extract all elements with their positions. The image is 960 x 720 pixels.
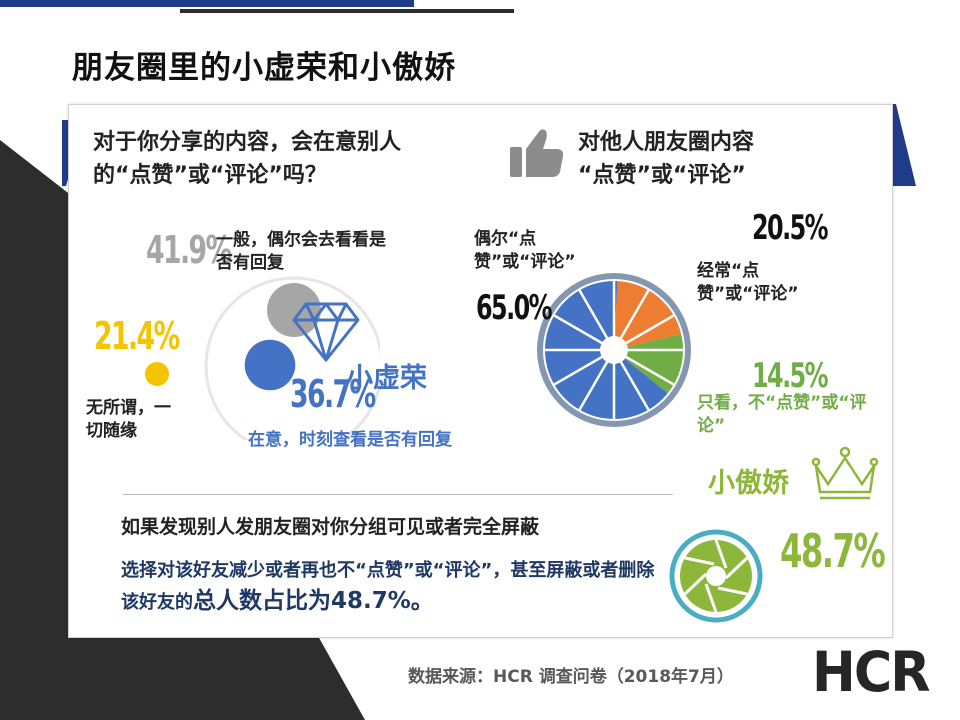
vanity-tag: 小虚荣 [346, 363, 427, 394]
thumbs-up-icon [510, 129, 564, 177]
pct-label-often-like: 20.5% [752, 208, 829, 248]
bottom-body: 选择对该好友减少或者再也不“点赞”或“评论”，甚至屏蔽或者删除该好友的总人数占比… [121, 556, 661, 618]
left-dark-shape [0, 140, 72, 720]
right-question-line1: 对他人朋友圈内容 [578, 130, 755, 155]
pct-label-only-watch: 14.5% [752, 356, 829, 396]
bubble-chart [145, 276, 380, 440]
pie-chart [537, 273, 691, 427]
page-title: 朋友圈里的小虚荣和小傲娇 [72, 50, 456, 86]
left-question: 对于你分享的内容，会在意别人的“点赞”或“评论”吗？ [93, 130, 402, 188]
pct-label-care: 36.7% [290, 372, 376, 416]
pct-label-indifferent: 21.4% [94, 314, 180, 358]
bubble-blue [244, 339, 296, 391]
label-occasional: 一般，偶尔会去看看是否有回复 [216, 230, 386, 273]
aperture-icon [669, 529, 763, 623]
bottom-body-prefix: 选择对该好友减少或者再也不“点赞”或“评论”，甚至屏蔽或者删除该好友的 [121, 560, 655, 613]
label-only-watch: 只看，不“点赞”或“评论” [697, 393, 867, 436]
bottom-body-emphasis: 总人数占比为48.7%。 [193, 588, 434, 614]
top-dark-bar [180, 9, 514, 13]
bubble-gray [267, 283, 321, 337]
crown-icon [811, 446, 879, 500]
label-occasional-like: 偶尔“点赞”或“评论” [474, 229, 576, 272]
label-often-like: 经常“点赞”或“评论” [697, 261, 799, 304]
arrogance-tag: 小傲娇 [708, 468, 789, 499]
pie-center [600, 336, 628, 364]
pct-label-occasional: 41.9% [146, 228, 232, 272]
pie-slice-1 [614, 281, 682, 350]
diamond-icon [292, 302, 360, 362]
divider-line [123, 494, 673, 495]
right-question-line2: “点赞”或“评论” [578, 163, 746, 188]
bubble-gold [145, 362, 169, 386]
hcr-logo: HCR [812, 640, 931, 704]
bubble-ring [204, 276, 380, 440]
arrogance-value: 48.7% [780, 524, 886, 578]
bottom-headline: 如果发现别人发朋友圈对你分组可见或者完全屏蔽 [121, 516, 540, 538]
top-blue-bar [0, 0, 414, 7]
label-care: 在意，时刻查看是否有回复 [248, 430, 452, 450]
data-source: 数据来源：HCR 调查问卷（2018年7月） [408, 667, 734, 687]
pct-label-occasional-like: 65.0% [476, 288, 553, 328]
label-indifferent: 无所谓，一切随缘 [86, 398, 171, 441]
